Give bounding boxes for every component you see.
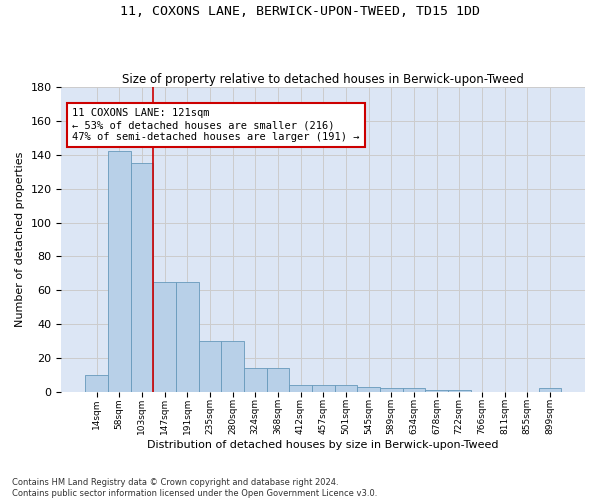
Text: 11 COXONS LANE: 121sqm
← 53% of detached houses are smaller (216)
47% of semi-de: 11 COXONS LANE: 121sqm ← 53% of detached… <box>72 108 359 142</box>
Bar <box>153 282 176 392</box>
Bar <box>357 386 380 392</box>
Bar <box>289 385 312 392</box>
Bar <box>108 152 131 392</box>
Bar <box>312 385 335 392</box>
Bar <box>335 385 357 392</box>
Bar <box>539 388 561 392</box>
Text: 11, COXONS LANE, BERWICK-UPON-TWEED, TD15 1DD: 11, COXONS LANE, BERWICK-UPON-TWEED, TD1… <box>120 5 480 18</box>
Y-axis label: Number of detached properties: Number of detached properties <box>15 152 25 327</box>
Bar <box>425 390 448 392</box>
Bar <box>221 341 244 392</box>
Bar <box>380 388 403 392</box>
Bar <box>199 341 221 392</box>
Bar <box>244 368 266 392</box>
Bar <box>266 368 289 392</box>
Bar <box>176 282 199 392</box>
Bar <box>85 375 108 392</box>
Bar <box>448 390 470 392</box>
X-axis label: Distribution of detached houses by size in Berwick-upon-Tweed: Distribution of detached houses by size … <box>148 440 499 450</box>
Bar <box>131 164 153 392</box>
Text: Contains HM Land Registry data © Crown copyright and database right 2024.
Contai: Contains HM Land Registry data © Crown c… <box>12 478 377 498</box>
Bar <box>403 388 425 392</box>
Title: Size of property relative to detached houses in Berwick-upon-Tweed: Size of property relative to detached ho… <box>122 73 524 86</box>
